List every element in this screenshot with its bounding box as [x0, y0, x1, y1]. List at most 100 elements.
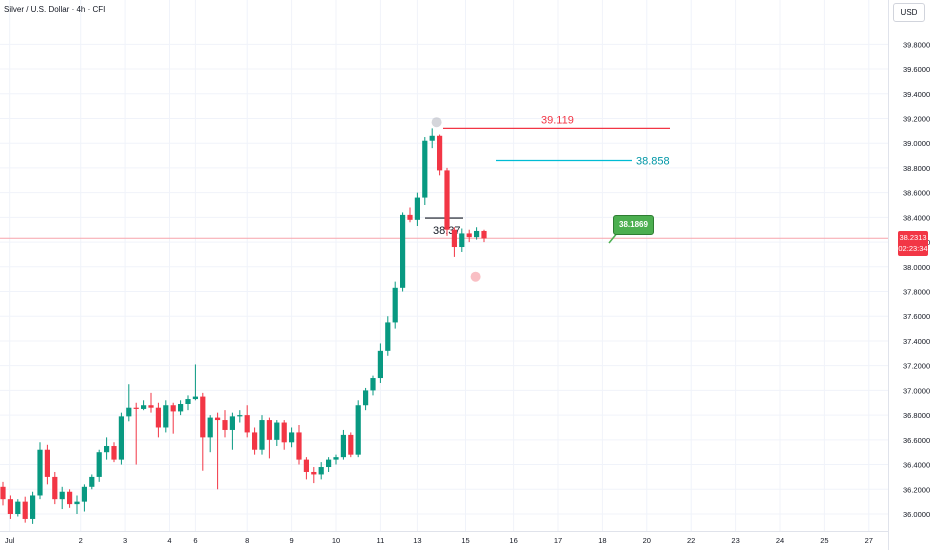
- candle-body: [281, 422, 287, 443]
- swing-low-marker: [470, 271, 481, 282]
- candle-body: [22, 501, 28, 519]
- candle-body: [296, 432, 302, 460]
- candle-body: [340, 434, 346, 458]
- candle-body: [429, 135, 435, 141]
- bar-countdown: 02:23:34: [898, 244, 928, 253]
- candle-body: [30, 495, 36, 519]
- candle-body: [133, 407, 139, 409]
- price-tick-label: 36.6000: [903, 436, 930, 445]
- target-price-label[interactable]: 38.1869: [613, 215, 654, 235]
- price-tick-label: 37.8000: [903, 288, 930, 297]
- date-tick-label: 8: [245, 536, 249, 545]
- price-tick-label: 39.6000: [903, 65, 930, 74]
- price-tick-label: 38.8000: [903, 164, 930, 173]
- candle-body: [311, 471, 317, 475]
- candle-body: [141, 405, 147, 409]
- date-tick-label: 13: [413, 536, 421, 545]
- date-tick-label: 25: [820, 536, 828, 545]
- date-tick-label: 18: [598, 536, 606, 545]
- date-tick-label: 27: [865, 536, 873, 545]
- candle-body: [89, 476, 95, 487]
- candle-body: [52, 476, 58, 500]
- candle-body: [37, 449, 43, 496]
- candle-body: [422, 140, 428, 198]
- candle-body: [377, 350, 383, 379]
- candle-body: [459, 233, 465, 248]
- candle-body: [15, 501, 21, 514]
- candle-body: [155, 407, 161, 428]
- price-tick-label: 36.8000: [903, 411, 930, 420]
- candle-body: [215, 417, 221, 421]
- price-tick-label: 39.0000: [903, 139, 930, 148]
- candles-layer: [0, 117, 487, 524]
- candle-body: [170, 405, 176, 412]
- price-tick-label: 37.4000: [903, 337, 930, 346]
- candle-body: [333, 457, 339, 460]
- date-tick-label: Jul: [5, 536, 15, 545]
- candle-body: [222, 420, 228, 430]
- price-tick-label: 38.0000: [903, 263, 930, 272]
- candle-body: [318, 467, 324, 475]
- candle-body: [348, 434, 354, 455]
- candle-body: [266, 420, 272, 440]
- date-tick-label: 16: [509, 536, 517, 545]
- candle-body: [400, 214, 406, 288]
- candle-body: [111, 446, 117, 460]
- price-tick-label: 38.6000: [903, 189, 930, 198]
- date-tick-label: 3: [123, 536, 127, 545]
- time-axis-border: [0, 531, 888, 532]
- candle-body: [392, 287, 398, 323]
- candle-body: [370, 378, 376, 391]
- price-tick-label: 39.2000: [903, 114, 930, 123]
- candle-body: [474, 230, 480, 238]
- swing-high-marker: [431, 117, 442, 128]
- candle-body: [67, 491, 73, 505]
- candle-body: [74, 501, 80, 505]
- candle-body: [163, 405, 169, 428]
- current-price-value: 38.2313: [899, 233, 927, 242]
- date-tick-label: 22: [687, 536, 695, 545]
- date-tick-label: 17: [554, 536, 562, 545]
- candle-body: [326, 459, 332, 468]
- candle-body: [289, 432, 295, 443]
- price-axis[interactable]: 36.0000 36.2000 36.4000 36.6000 36.8000 37.00…: [903, 40, 930, 519]
- candle-body: [355, 405, 361, 455]
- date-tick-label: 6: [193, 536, 197, 545]
- candle-body: [192, 396, 198, 400]
- candle-body: [200, 396, 206, 438]
- candle-body: [81, 486, 87, 502]
- target-label: 38.858: [636, 156, 670, 168]
- price-tick-label: 39.8000: [903, 40, 930, 49]
- candle-body: [237, 415, 243, 417]
- chart-grid: [0, 0, 888, 531]
- candle-body: [259, 420, 265, 450]
- date-tick-label: 4: [167, 536, 171, 545]
- date-tick-label: 24: [776, 536, 784, 545]
- candle-body: [444, 170, 450, 230]
- currency-button[interactable]: USD: [893, 3, 925, 22]
- candle-body: [126, 407, 132, 417]
- price-tick-label: 38.4000: [903, 213, 930, 222]
- candle-body: [96, 452, 102, 477]
- candle-body: [7, 499, 13, 514]
- time-axis[interactable]: Jul 2 3 4 6 8 9 10 11 13 15 16 17 18 20 22 23 24 25 27: [5, 536, 873, 545]
- date-tick-label: 9: [290, 536, 294, 545]
- candle-body: [118, 416, 124, 460]
- candle-body: [185, 399, 191, 404]
- candle-body: [0, 486, 6, 500]
- candle-body: [59, 491, 65, 500]
- price-tick-label: 37.6000: [903, 312, 930, 321]
- date-tick-label: 11: [377, 536, 385, 545]
- price-tick-label: 37.0000: [903, 386, 930, 395]
- chart-title: Silver / U.S. Dollar · 4h · CFI: [4, 5, 106, 14]
- date-tick-label: 23: [731, 536, 739, 545]
- candle-body: [148, 405, 154, 408]
- date-tick-label: 10: [332, 536, 340, 545]
- resistance-label: 39.119: [541, 114, 574, 126]
- candle-body: [252, 432, 258, 450]
- candle-body: [229, 416, 235, 430]
- price-tick-label: 36.2000: [903, 485, 930, 494]
- candle-body: [437, 135, 443, 171]
